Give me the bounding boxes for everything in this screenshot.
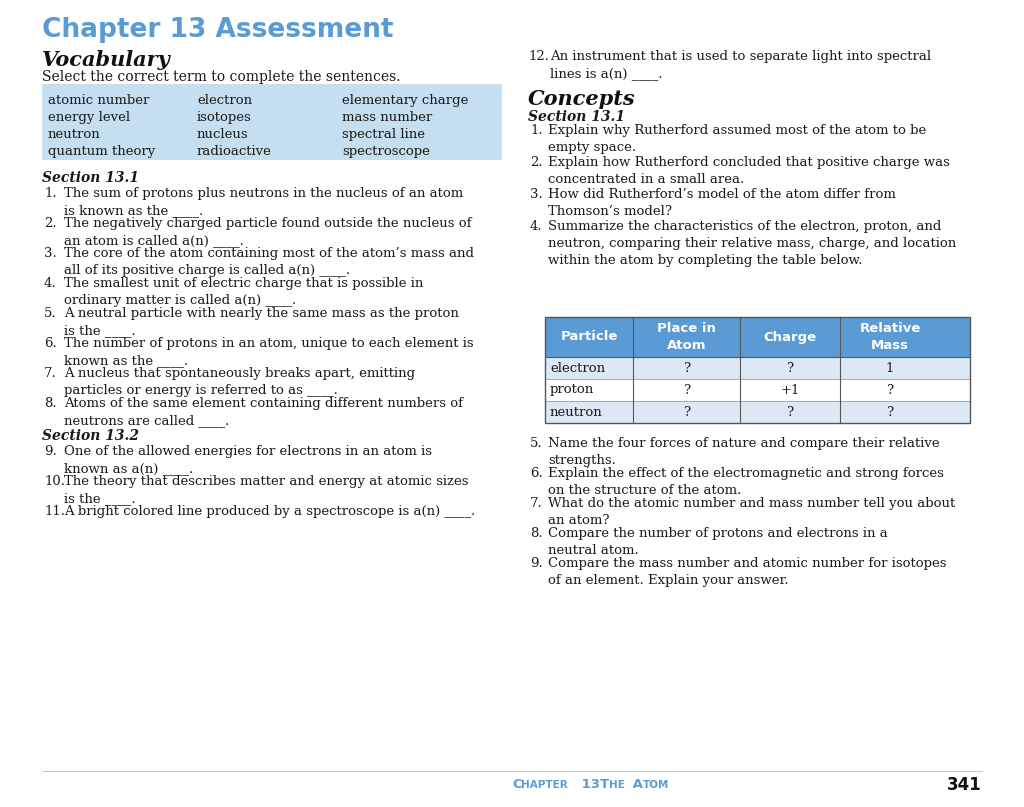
Text: The core of the atom containing most of the atom’s mass and
all of its positive : The core of the atom containing most of … [63,247,474,277]
Text: The theory that describes matter and energy at atomic sizes
is the ____.: The theory that describes matter and ene… [63,475,469,505]
Text: A bright colored line produced by a spectroscope is a(n) ____.: A bright colored line produced by a spec… [63,505,475,518]
Text: Atoms of the same element containing different numbers of
neutrons are called __: Atoms of the same element containing dif… [63,397,463,427]
Text: 2.: 2. [530,156,543,169]
Text: mass number: mass number [342,111,432,124]
Text: Chapter 13 Assessment: Chapter 13 Assessment [42,17,393,43]
Text: quantum theory: quantum theory [48,145,156,158]
Text: proton: proton [550,383,594,396]
Text: Vocabulary: Vocabulary [42,50,171,70]
Text: 4.: 4. [530,220,543,233]
Text: A: A [628,779,643,792]
Bar [545,357,970,379]
Text: The smallest unit of electric charge that is possible in
ordinary matter is call: The smallest unit of electric charge tha… [63,277,423,307]
Text: Explain how Rutherford concluded that positive charge was
concentrated in a smal: Explain how Rutherford concluded that po… [548,156,950,186]
Text: How did Rutherford’s model of the atom differ from
Thomson’s model?: How did Rutherford’s model of the atom d… [548,188,896,218]
Text: ?: ? [887,405,894,419]
Text: 6.: 6. [530,467,543,480]
Text: ?: ? [683,362,690,374]
Text: 1: 1 [886,362,894,374]
Text: ?: ? [683,405,690,419]
Text: Particle: Particle [560,331,617,344]
Text: One of the allowed energies for electrons in an atom is
known as a(n) ____.: One of the allowed energies for electron… [63,445,432,475]
Text: 10.: 10. [44,475,65,488]
Text: HAPTER: HAPTER [521,780,567,790]
Text: Compare the mass number and atomic number for isotopes
of an element. Explain yo: Compare the mass number and atomic numbe… [548,557,946,587]
Text: Summarize the characteristics of the electron, proton, and
neutron, comparing th: Summarize the characteristics of the ele… [548,220,956,267]
Text: atomic number: atomic number [48,94,150,107]
Text: An instrument that is used to separate light into spectral
lines is a(n) ____.: An instrument that is used to separate l… [550,50,931,80]
Text: electron: electron [197,94,252,107]
Text: 9.: 9. [530,557,543,570]
Text: 11.: 11. [44,505,65,518]
Text: Section 13.2: Section 13.2 [42,429,139,443]
Text: elementary charge: elementary charge [342,94,468,107]
Text: Explain the effect of the electromagnetic and strong forces
on the structure of : Explain the effect of the electromagneti… [548,467,944,497]
Text: 341: 341 [947,776,982,794]
Text: radioactive: radioactive [197,145,272,158]
Bar [545,317,970,357]
Text: electron: electron [550,362,605,374]
Text: T: T [600,779,609,792]
Text: ?: ? [683,383,690,396]
Text: 9.: 9. [44,445,56,458]
Text: 5.: 5. [530,437,543,450]
Text: Section 13.1: Section 13.1 [42,171,139,185]
Text: Concepts: Concepts [528,89,636,109]
Text: 12.: 12. [528,50,549,63]
Text: 2.: 2. [44,217,56,230]
Text: ?: ? [887,383,894,396]
Text: Charge: Charge [764,331,816,344]
Text: 4.: 4. [44,277,56,290]
Text: Select the correct term to complete the sentences.: Select the correct term to complete the … [42,70,400,84]
Text: 6.: 6. [44,337,56,350]
Text: 1.: 1. [44,187,56,200]
Text: What do the atomic number and mass number tell you about
an atom?: What do the atomic number and mass numbe… [548,497,955,527]
Text: spectral line: spectral line [342,128,425,141]
Text: Relative
Mass: Relative Mass [859,322,921,352]
Text: Section 13.1: Section 13.1 [528,110,625,124]
Text: +1: +1 [780,383,800,396]
Text: isotopes: isotopes [197,111,252,124]
Text: HE: HE [609,780,625,790]
Text: 5.: 5. [44,307,56,320]
Text: 8.: 8. [44,397,56,410]
Text: nucleus: nucleus [197,128,249,141]
Text: spectroscope: spectroscope [342,145,430,158]
Text: 3.: 3. [530,188,543,201]
Text: 8.: 8. [530,527,543,540]
Text: Explain why Rutherford assumed most of the atom to be
empty space.: Explain why Rutherford assumed most of t… [548,124,927,154]
Text: A nucleus that spontaneously breaks apart, emitting
particles or energy is refer: A nucleus that spontaneously breaks apar… [63,367,415,397]
Text: Place in
Atom: Place in Atom [657,322,716,352]
Text: energy level: energy level [48,111,130,124]
Text: 7.: 7. [44,367,56,380]
Text: 3.: 3. [44,247,56,260]
Bar [545,379,970,401]
Bar [545,317,970,423]
Text: The negatively charged particle found outside the nucleus of
an atom is called a: The negatively charged particle found ou… [63,217,471,247]
Bar [545,401,970,423]
Text: ?: ? [786,362,794,374]
Text: 13: 13 [577,779,604,792]
Text: The sum of protons plus neutrons in the nucleus of an atom
is known as the ____.: The sum of protons plus neutrons in the … [63,187,463,217]
Text: neutron: neutron [550,405,603,419]
Text: C: C [512,779,521,792]
Text: A neutral particle with nearly the same mass as the proton
is the ____.: A neutral particle with nearly the same … [63,307,459,337]
Bar [42,84,502,160]
Text: Name the four forces of nature and compare their relative
strengths.: Name the four forces of nature and compa… [548,437,940,467]
Text: Compare the number of protons and electrons in a
neutral atom.: Compare the number of protons and electr… [548,527,888,557]
Text: neutron: neutron [48,128,100,141]
Text: 1.: 1. [530,124,543,137]
Text: ?: ? [786,405,794,419]
Text: TOM: TOM [643,780,670,790]
Text: 7.: 7. [530,497,543,510]
Text: The number of protons in an atom, unique to each element is
known as the ____.: The number of protons in an atom, unique… [63,337,474,367]
